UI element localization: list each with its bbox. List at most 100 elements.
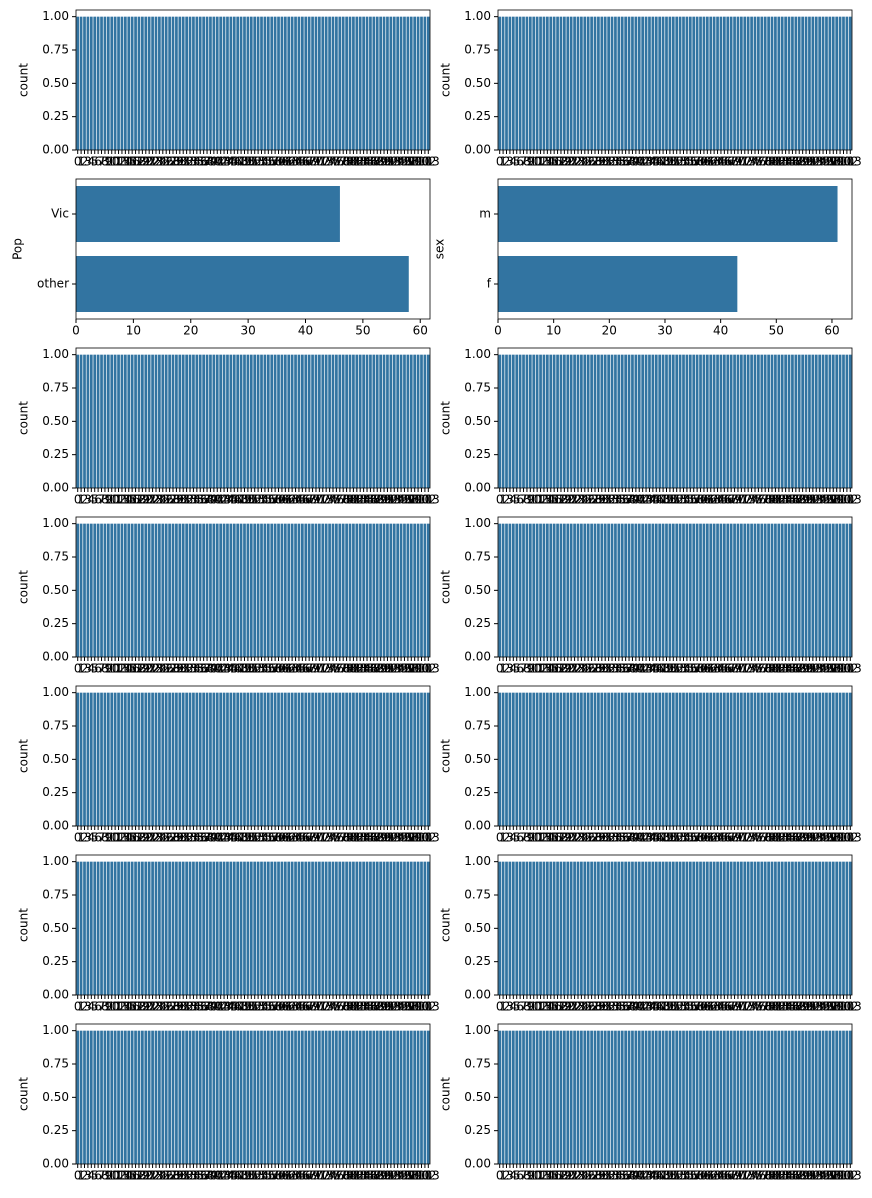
bar — [205, 523, 209, 657]
x-tick-label: 25 — [577, 493, 592, 507]
bar — [699, 692, 702, 826]
bar — [117, 16, 120, 150]
bar — [219, 861, 223, 995]
x-tick-label: 17 — [550, 493, 565, 507]
bar — [610, 861, 614, 995]
bar — [202, 861, 206, 995]
bar — [209, 861, 212, 995]
bar — [205, 16, 209, 150]
y-tick-label: 0.00 — [42, 650, 69, 664]
x-tick-label: 39 — [203, 662, 218, 676]
bar — [624, 523, 628, 657]
bar — [362, 16, 365, 150]
bar — [511, 861, 515, 995]
bar — [770, 861, 774, 995]
bar — [423, 1030, 427, 1164]
bar — [665, 692, 668, 826]
bar — [362, 354, 365, 488]
x-tick-label: 41 — [210, 662, 225, 676]
x-tick-label: 64 — [288, 662, 303, 676]
y-tick-label: 1.00 — [464, 854, 491, 868]
bar — [110, 692, 114, 826]
bar — [147, 16, 151, 150]
x-tick-label: 15 — [121, 493, 136, 507]
bar — [688, 692, 692, 826]
x-tick-label: 1 — [499, 493, 507, 507]
x-tick-label: 33 — [604, 155, 619, 169]
x-tick-label: 25 — [577, 155, 592, 169]
x-tick-label: 67 — [298, 662, 313, 676]
x-tick-label: 39 — [203, 155, 218, 169]
x-tick-label: 1 — [77, 662, 85, 676]
bar — [76, 354, 80, 488]
bar — [539, 16, 542, 150]
bar — [498, 861, 502, 995]
x-tick-label: 43 — [216, 493, 231, 507]
bar — [498, 354, 502, 488]
bar — [348, 861, 352, 995]
x-tick-label: 102 — [413, 493, 436, 507]
x-tick-label: 82 — [349, 155, 364, 169]
bar — [573, 16, 576, 150]
x-tick-label: 77 — [754, 493, 769, 507]
bar — [757, 16, 760, 150]
bar — [331, 523, 335, 657]
bar — [290, 16, 294, 150]
x-tick-label: 103 — [839, 1000, 862, 1014]
x-tick-label: 3 — [84, 493, 92, 507]
bar — [188, 354, 192, 488]
bar — [110, 354, 114, 488]
bar — [722, 1030, 726, 1164]
bar — [624, 16, 628, 150]
bar — [93, 1030, 97, 1164]
bar — [416, 16, 420, 150]
x-tick-label: 39 — [203, 493, 218, 507]
bar — [372, 692, 376, 826]
bar — [801, 354, 805, 488]
bar — [266, 523, 270, 657]
x-tick-label: 95 — [393, 155, 408, 169]
bar — [740, 16, 743, 150]
bar — [678, 861, 682, 995]
x-tick-label: 90 — [376, 155, 391, 169]
x-tick-label: 41 — [632, 493, 647, 507]
x-tick-label: 23 — [570, 493, 585, 507]
x-tick-label: 51 — [666, 155, 681, 169]
x-tick-label: 70 — [308, 662, 323, 676]
bar — [307, 1030, 311, 1164]
bar — [831, 523, 835, 657]
bar — [753, 354, 757, 488]
bar — [324, 354, 328, 488]
bar — [848, 861, 852, 995]
y-tick-label: 0.25 — [42, 109, 69, 123]
bar — [318, 692, 321, 826]
bar — [498, 16, 502, 150]
x-tick-label: 92 — [383, 155, 398, 169]
x-tick-label: 53 — [250, 155, 265, 169]
x-tick-label: 33 — [604, 662, 619, 676]
bar — [396, 692, 400, 826]
bar — [726, 861, 730, 995]
x-tick-label: 19 — [557, 662, 572, 676]
x-tick-label: 11 — [108, 662, 123, 676]
bar — [307, 692, 311, 826]
x-tick-label: 63 — [707, 493, 722, 507]
bar — [236, 1030, 240, 1164]
bar — [733, 861, 736, 995]
x-tick-label: 2 — [503, 155, 511, 169]
bar — [355, 692, 359, 826]
bar — [665, 861, 668, 995]
x-tick-label: 23 — [570, 155, 585, 169]
bar — [345, 692, 348, 826]
x-tick-label: 0 — [72, 324, 80, 338]
bar — [134, 523, 137, 657]
bar — [624, 692, 628, 826]
x-tick-label: 91 — [802, 493, 817, 507]
bar — [746, 16, 750, 150]
bar — [767, 1030, 770, 1164]
bar — [171, 861, 175, 995]
y-axis-label: count — [17, 401, 31, 435]
x-tick-label: 13 — [536, 662, 551, 676]
bar — [96, 1030, 100, 1164]
bar — [780, 523, 784, 657]
